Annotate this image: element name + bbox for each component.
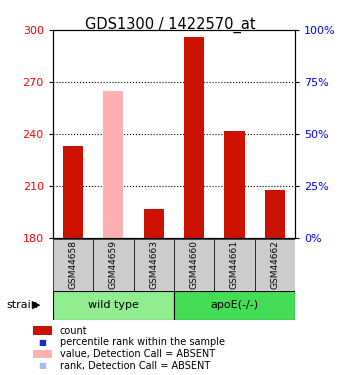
Text: wild type: wild type	[88, 300, 139, 310]
Text: count: count	[60, 326, 87, 336]
Text: ▶: ▶	[32, 300, 40, 310]
Text: ■: ■	[38, 361, 46, 370]
Bar	[265, 190, 285, 238]
Text: GSM44663: GSM44663	[149, 240, 158, 289]
Text: GSM44661: GSM44661	[230, 240, 239, 289]
Bar	[103, 91, 123, 238]
Bar	[93, 239, 134, 291]
Text: ■: ■	[38, 338, 46, 347]
Bar	[53, 291, 174, 320]
Bar	[184, 37, 204, 238]
Text: GSM44662: GSM44662	[270, 240, 279, 289]
Bar	[53, 239, 93, 291]
Text: percentile rank within the sample: percentile rank within the sample	[60, 338, 225, 347]
Bar	[134, 239, 174, 291]
Text: GSM44660: GSM44660	[190, 240, 198, 289]
Text: value, Detection Call = ABSENT: value, Detection Call = ABSENT	[60, 349, 215, 359]
Text: rank, Detection Call = ABSENT: rank, Detection Call = ABSENT	[60, 361, 210, 370]
Bar	[255, 239, 295, 291]
Bar	[224, 130, 244, 238]
Text: GDS1300 / 1422570_at: GDS1300 / 1422570_at	[85, 17, 256, 33]
Text: GSM44659: GSM44659	[109, 240, 118, 289]
Text: apoE(-/-): apoE(-/-)	[210, 300, 258, 310]
Bar	[174, 239, 214, 291]
Text: strain: strain	[6, 300, 38, 310]
Bar	[214, 239, 255, 291]
Bar	[63, 146, 83, 238]
Bar	[144, 209, 164, 238]
Bar	[174, 291, 295, 320]
Text: GSM44658: GSM44658	[69, 240, 77, 289]
